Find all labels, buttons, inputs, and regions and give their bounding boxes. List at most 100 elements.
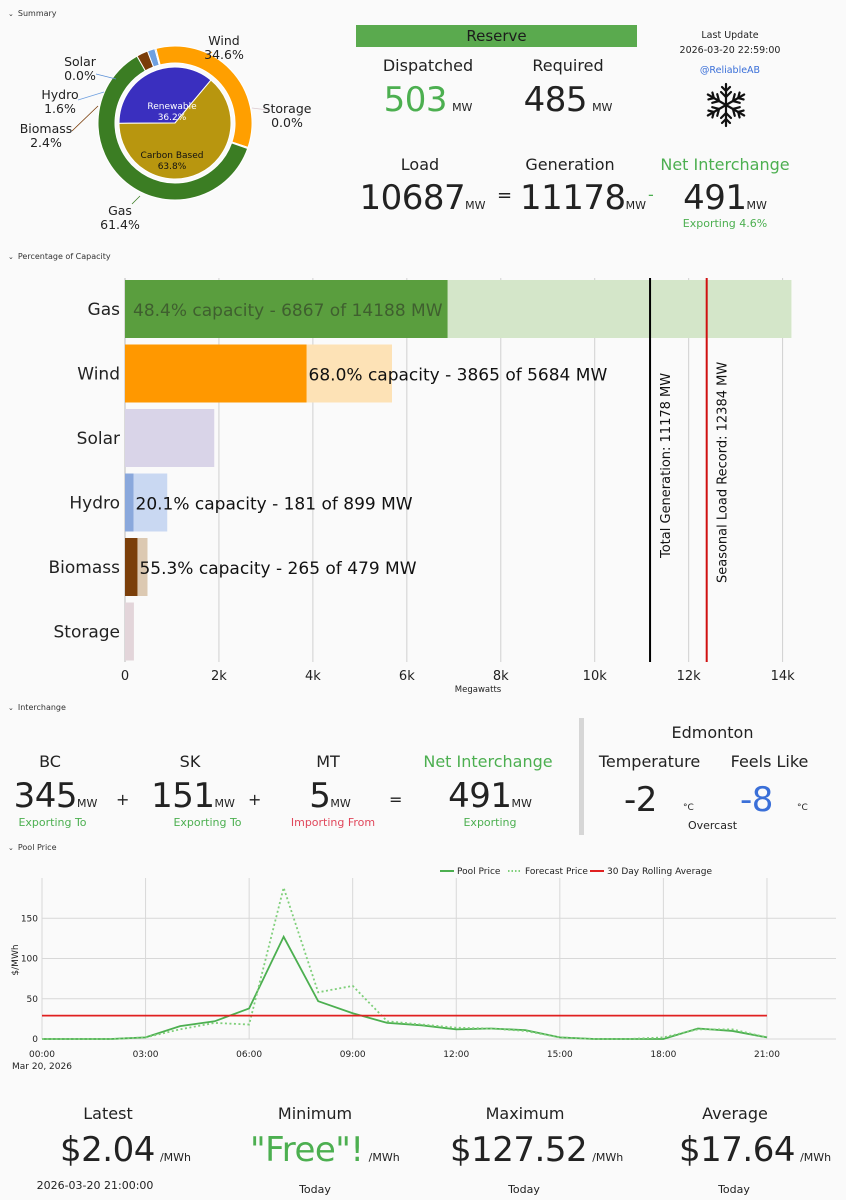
x-tick-label: 6k [399, 669, 415, 684]
donut-inner-renewable[interactable] [118, 66, 212, 124]
unit-mwh: /MWh [800, 1151, 832, 1164]
category-label-biomass: Biomass [49, 558, 121, 578]
unit-mw: MW [330, 797, 351, 810]
y-tick-label: 100 [21, 955, 38, 965]
minimum-number: "Free"! [250, 1130, 364, 1170]
weather-city: Edmonton [671, 723, 754, 742]
bc-value: 345MW [8, 776, 103, 816]
donut-label-solar: Solar [64, 54, 97, 69]
twitter-handle-link[interactable]: @ReliableAB [699, 65, 761, 76]
inner-pct-carbon: 63.8% [158, 162, 187, 172]
donut-inner-carbon[interactable] [118, 79, 232, 180]
ic-net-status: Exporting [463, 816, 517, 829]
bc-status: Exporting To [18, 816, 87, 829]
bc-number: 345 [13, 776, 78, 816]
interchange-row: BC 345MW Exporting To + SK 151MW Exporti… [0, 720, 580, 840]
minus-sign: - [648, 185, 654, 204]
donut-pct-storage: 0.0% [271, 115, 303, 130]
inner-label-carbon: Carbon Based [141, 151, 204, 161]
x-tick-label: 12k [677, 669, 702, 684]
y-tick-label: 50 [27, 995, 39, 1005]
capacity-label-gas: 48.4% capacity - 6867 of 14188 MW [133, 301, 443, 321]
capacity-label-hydro: 20.1% capacity - 181 of 899 MW [136, 495, 413, 515]
seasonal-record-label: Seasonal Load Record: 12384 MW [716, 362, 731, 583]
donut-slice-gas[interactable] [97, 55, 249, 201]
latest-timestamp: 2026-03-20 21:00:00 [36, 1179, 154, 1192]
donut-label-wind: Wind [208, 33, 239, 48]
inner-pct-renewable: 36.2% [158, 113, 187, 123]
chevron-down-icon: ⌄ [8, 843, 14, 852]
y-tick-label: 0 [32, 1035, 38, 1045]
total-generation-label: Total Generation: 11178 MW [659, 373, 674, 559]
temperature-value: -2 [624, 780, 657, 820]
section-pool-header[interactable]: ⌄ Pool Price [8, 843, 56, 852]
series-pool-price [42, 934, 768, 1040]
category-label-wind: Wind [77, 365, 120, 385]
feels-like-value: -8 [740, 780, 773, 820]
feels-like-unit: °C [797, 803, 808, 813]
sk-label: SK [179, 752, 201, 771]
capacity-chart: 0 2k 4k 6k 8k 10k 12k 14k Megawatts Gas 48.4% capa… [49, 278, 796, 695]
temperature-unit: °C [683, 803, 694, 813]
donut-label-biomass: Biomass [20, 121, 73, 136]
required-value: 485 MW [496, 80, 640, 120]
required-label: Required [532, 56, 604, 75]
maximum-label: Maximum [485, 1104, 565, 1123]
minimum-label: Minimum [277, 1104, 353, 1123]
net-interchange-sub: Exporting 4.6% [682, 217, 768, 230]
unit-mw: MW [214, 797, 235, 810]
generation-bar-gas [125, 280, 448, 338]
legend-label: Pool Price [457, 867, 501, 877]
pool-price-chart: Pool Price Forecast Price 30 Day Rolling A… [11, 867, 836, 1072]
x-tick-label: 4k [305, 669, 321, 684]
x-tick-label: 21:00 [754, 1050, 780, 1060]
chevron-down-icon: ⌄ [8, 9, 14, 18]
x-tick-label: 2k [211, 669, 227, 684]
capacity-bar-solar [125, 409, 215, 467]
section-capacity-header[interactable]: ⌄ Percentage of Capacity [8, 252, 111, 261]
latest-value: $2.04 /MWh [60, 1130, 191, 1170]
x-tick-label: 8k [493, 669, 509, 684]
feels-like-label: Feels Like [730, 752, 809, 771]
minimum-value: "Free"! /MWh [250, 1130, 400, 1170]
donut-pct-wind: 34.6% [204, 47, 244, 62]
mt-value: 5MW [290, 776, 370, 816]
latest-number: $2.04 [60, 1130, 155, 1170]
category-label-gas: Gas [88, 300, 121, 320]
equals-sign: = [497, 185, 513, 206]
donut-label-storage: Storage [263, 101, 312, 116]
chevron-down-icon: ⌄ [8, 703, 14, 712]
unit-mw: MW [592, 101, 613, 114]
donut-leader-biomass [71, 105, 99, 132]
section-summary-header[interactable]: ⌄ Summary [8, 9, 57, 18]
average-label: Average [702, 1104, 768, 1123]
mt-label: MT [316, 752, 340, 771]
x-tick-label: 03:00 [133, 1050, 159, 1060]
dispatched-number: 503 [383, 80, 448, 120]
bc-label: BC [39, 752, 61, 771]
average-value: $17.64 /MWh [679, 1130, 831, 1170]
donut-slice-solar[interactable] [154, 47, 161, 66]
x-tick-label: 14k [771, 669, 796, 684]
section-title: Interchange [17, 703, 66, 712]
latest-label: Latest [83, 1104, 133, 1123]
net-interchange-value: 491MW [665, 178, 785, 218]
x-axis-label: Megawatts [455, 685, 502, 695]
generation-bar-hydro [125, 473, 134, 532]
x-tick-label: 00:00 [29, 1050, 55, 1060]
x-tick-label: 09:00 [340, 1050, 366, 1060]
net-interchange-label: Net Interchange [660, 155, 790, 174]
x-tick-label: 12:00 [443, 1050, 469, 1060]
sk-value: 151MW [148, 776, 238, 816]
dispatched-value: 503 MW [356, 80, 500, 120]
unit-mw: MW [625, 199, 647, 212]
average-sub: Today [718, 1183, 750, 1196]
mt-status: Importing From [290, 816, 376, 829]
donut-leader-gas [131, 195, 141, 205]
maximum-sub: Today [508, 1183, 540, 1196]
section-title: Pool Price [17, 843, 57, 852]
section-interchange-header[interactable]: ⌄ Interchange [8, 703, 66, 712]
x-tick-label: 06:00 [236, 1050, 262, 1060]
capacity-bar-storage [125, 602, 134, 661]
category-label-hydro: Hydro [69, 494, 120, 514]
